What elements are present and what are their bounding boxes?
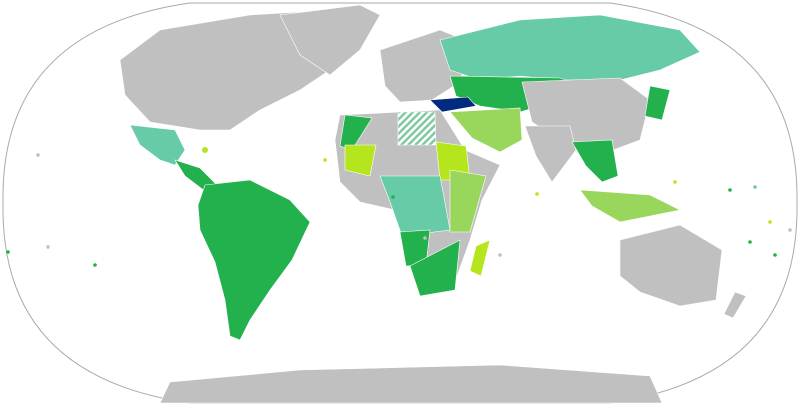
island-dot <box>93 263 97 267</box>
island-dot <box>768 220 772 224</box>
region-egypt <box>397 111 437 146</box>
region-southern-africa <box>409 239 461 297</box>
island-dot <box>748 240 752 244</box>
region-greenland <box>279 4 381 76</box>
region-indonesia <box>579 189 681 223</box>
island-dots <box>6 147 792 267</box>
island-dot <box>753 185 757 189</box>
island-dot <box>535 192 539 196</box>
region-southeast-asia <box>571 139 619 183</box>
region-south-america <box>197 179 311 341</box>
island-dot <box>202 147 208 153</box>
region-antarctica <box>159 364 663 404</box>
island-dot <box>728 188 732 192</box>
region-japan <box>644 85 671 121</box>
island-dot <box>788 228 792 232</box>
region-australia <box>619 224 723 307</box>
island-dot <box>46 245 50 249</box>
region-mexico <box>129 124 186 166</box>
region-east-africa <box>449 169 487 233</box>
island-dot <box>323 158 327 162</box>
island-dot <box>36 153 40 157</box>
region-madagascar <box>469 239 491 277</box>
region-mali <box>344 144 377 177</box>
island-dot <box>498 253 502 257</box>
island-dot <box>391 195 395 199</box>
region-new-zealand <box>723 291 747 319</box>
region-india <box>524 125 577 183</box>
island-dot <box>423 236 427 240</box>
region-middle-east <box>449 107 523 153</box>
region-north-america <box>119 11 341 131</box>
island-dot <box>673 180 677 184</box>
region-turkey <box>429 96 477 113</box>
island-dot <box>773 253 777 257</box>
island-dot <box>6 250 10 254</box>
